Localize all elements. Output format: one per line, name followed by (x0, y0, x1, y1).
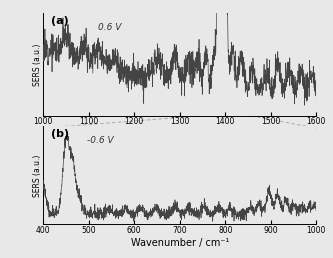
Y-axis label: SERS (a.u.): SERS (a.u.) (33, 154, 42, 197)
Text: (a): (a) (52, 16, 69, 26)
Text: 0.6 V: 0.6 V (98, 23, 121, 32)
Text: (b): (b) (52, 129, 70, 139)
X-axis label: Wavenumber / cm⁻¹: Wavenumber / cm⁻¹ (131, 238, 229, 248)
Text: -0.6 V: -0.6 V (87, 136, 114, 145)
Y-axis label: SERS (a.u.): SERS (a.u.) (33, 43, 42, 86)
